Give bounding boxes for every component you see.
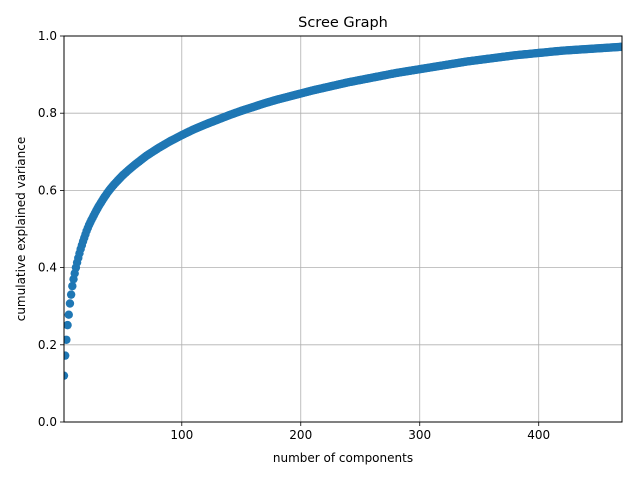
x-tick-label: 100 <box>170 428 193 442</box>
data-point <box>66 290 76 299</box>
data-points <box>64 42 622 380</box>
data-point <box>64 320 72 330</box>
data-point <box>65 299 75 308</box>
y-tick-label: 0.2 <box>38 338 57 352</box>
plot-area <box>64 36 622 422</box>
y-tick-label: 1.0 <box>38 29 57 43</box>
y-tick-label: 0.4 <box>38 261 57 275</box>
data-point <box>64 371 69 380</box>
x-tick-label: 300 <box>408 428 431 442</box>
plot-frame <box>63 35 623 423</box>
x-tick-label: 400 <box>527 428 550 442</box>
y-tick-label: 0.0 <box>38 415 57 429</box>
x-axis-ticks: 100 200 300 400 <box>170 422 550 442</box>
x-tick-label: 200 <box>289 428 312 442</box>
x-axis-title: number of components <box>273 451 413 465</box>
y-axis-title: cumulative explained variance <box>14 137 28 322</box>
y-axis-ticks: 0.0 0.2 0.4 0.6 0.8 1.0 <box>38 29 64 429</box>
data-point <box>64 335 71 344</box>
y-tick-label: 0.6 <box>38 183 57 197</box>
data-point <box>64 310 73 319</box>
data-point <box>617 42 622 52</box>
data-point <box>64 351 70 360</box>
data-point <box>68 281 77 291</box>
y-tick-label: 0.8 <box>38 106 57 120</box>
chart-title: Scree Graph <box>298 15 388 31</box>
